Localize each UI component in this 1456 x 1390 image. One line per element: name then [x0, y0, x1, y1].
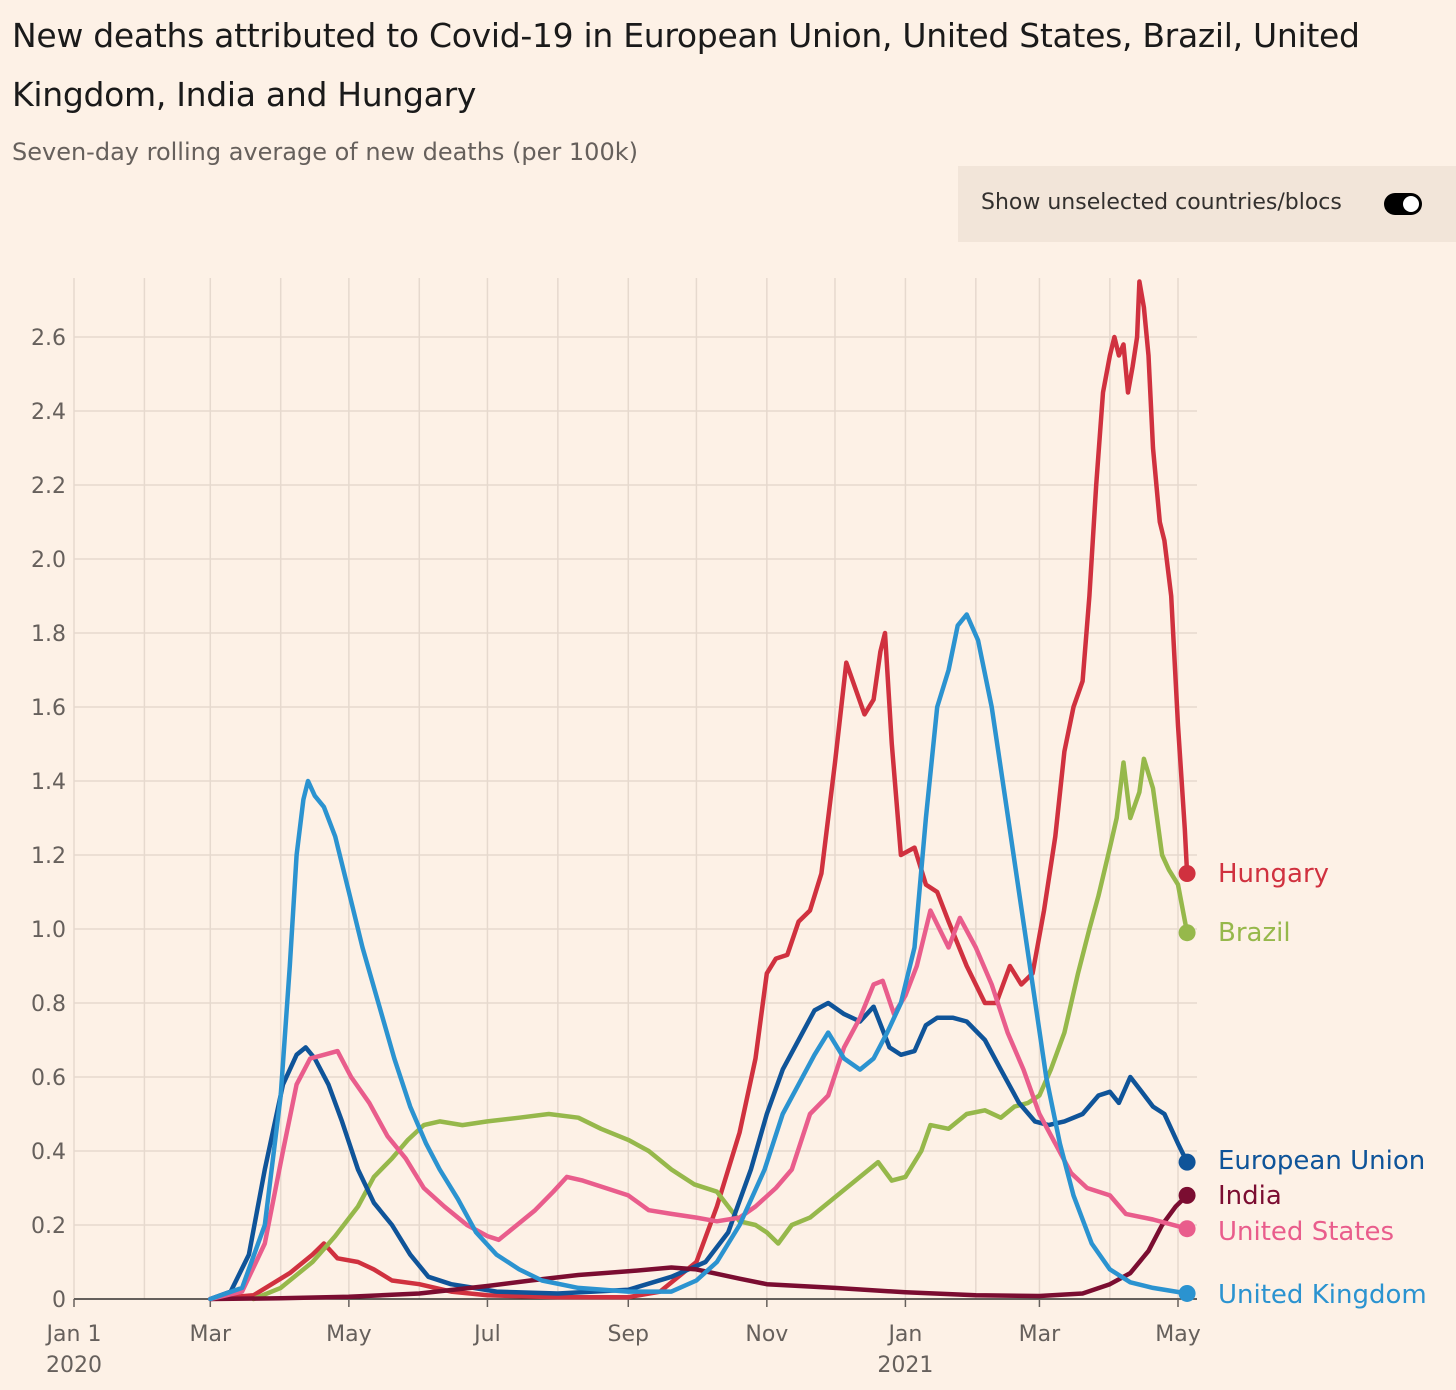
toggle-unselected-panel[interactable]: Show unselected countries/blocs — [958, 166, 1456, 242]
series-end-label: United States — [1218, 1217, 1394, 1247]
y-tick-label: 1.8 — [31, 622, 66, 647]
series-end-label: United Kingdom — [1218, 1280, 1427, 1310]
series-end-dot — [1178, 924, 1196, 942]
series-end-label: India — [1218, 1181, 1282, 1211]
x-tick-label: Mar — [1019, 1322, 1061, 1347]
series-line-brazil — [251, 756, 1190, 1302]
series-line-hungary — [208, 279, 1190, 1302]
x-tick-sublabel: 2020 — [46, 1353, 102, 1378]
series-end-labels: Hungary Brazil European Union India United S… — [1178, 859, 1427, 1310]
y-tick-label: 0.2 — [31, 1214, 66, 1239]
y-tick-label: 2.0 — [31, 548, 66, 573]
toggle-unselected-label: Show unselected countries/blocs — [981, 190, 1342, 215]
series-end-label: European Union — [1218, 1146, 1425, 1176]
y-tick-label: 1.0 — [31, 918, 66, 943]
toggle-switch[interactable] — [1384, 193, 1422, 215]
series-line-european-union — [208, 1000, 1190, 1302]
series-line-united-states — [208, 908, 1190, 1302]
y-tick-label: 1.6 — [31, 696, 66, 721]
y-tick-label: 2.4 — [31, 400, 66, 425]
chart-grid — [73, 278, 1197, 1300]
x-tick-label: Jul — [472, 1322, 501, 1347]
y-tick-label: 0 — [52, 1288, 66, 1313]
series-end-label: Brazil — [1218, 918, 1291, 948]
series-line-india — [208, 1193, 1190, 1302]
x-tick-label: Nov — [745, 1322, 788, 1347]
toggle-knob — [1403, 196, 1419, 212]
series-line-united-kingdom — [208, 612, 1190, 1302]
y-tick-label: 2.2 — [31, 474, 66, 499]
x-tick-label: May — [1155, 1322, 1200, 1347]
series-end-dot — [1178, 1284, 1196, 1302]
y-tick-label: 0.8 — [31, 992, 66, 1017]
y-tick-label: 1.2 — [31, 844, 66, 869]
x-tick-label: Mar — [190, 1322, 232, 1347]
y-tick-label: 0.6 — [31, 1066, 66, 1091]
x-tick-label: May — [326, 1322, 371, 1347]
series-end-dot — [1178, 865, 1196, 882]
series-end-label: Hungary — [1218, 859, 1329, 889]
x-tick-label: Jan — [886, 1322, 922, 1347]
x-tick-label: Sep — [608, 1322, 649, 1347]
x-tick-label: Jan 1 — [45, 1322, 102, 1347]
series-end-dot — [1178, 1220, 1196, 1238]
chart-series — [208, 279, 1190, 1302]
y-tick-label: 1.4 — [31, 770, 66, 795]
series-end-dot — [1178, 1186, 1196, 1204]
x-axis-ticks: Jan 1 2020 Mar May Jul Sep Nov Jan 2021 Mar May — [45, 1299, 1201, 1378]
y-tick-label: 0.4 — [31, 1140, 66, 1165]
series-end-dot — [1178, 1153, 1196, 1171]
chart-subtitle: Seven-day rolling average of new deaths … — [12, 138, 638, 166]
y-tick-label: 2.6 — [31, 326, 66, 351]
y-axis-ticks: 0 0.2 0.4 0.6 0.8 1.0 1.2 1.4 1.6 1.8 2.0 2.2 2.4 2.6 — [31, 326, 66, 1313]
chart-title: New deaths attributed to Covid-19 in Eur… — [12, 16, 1360, 114]
x-tick-sublabel: 2021 — [877, 1353, 933, 1378]
